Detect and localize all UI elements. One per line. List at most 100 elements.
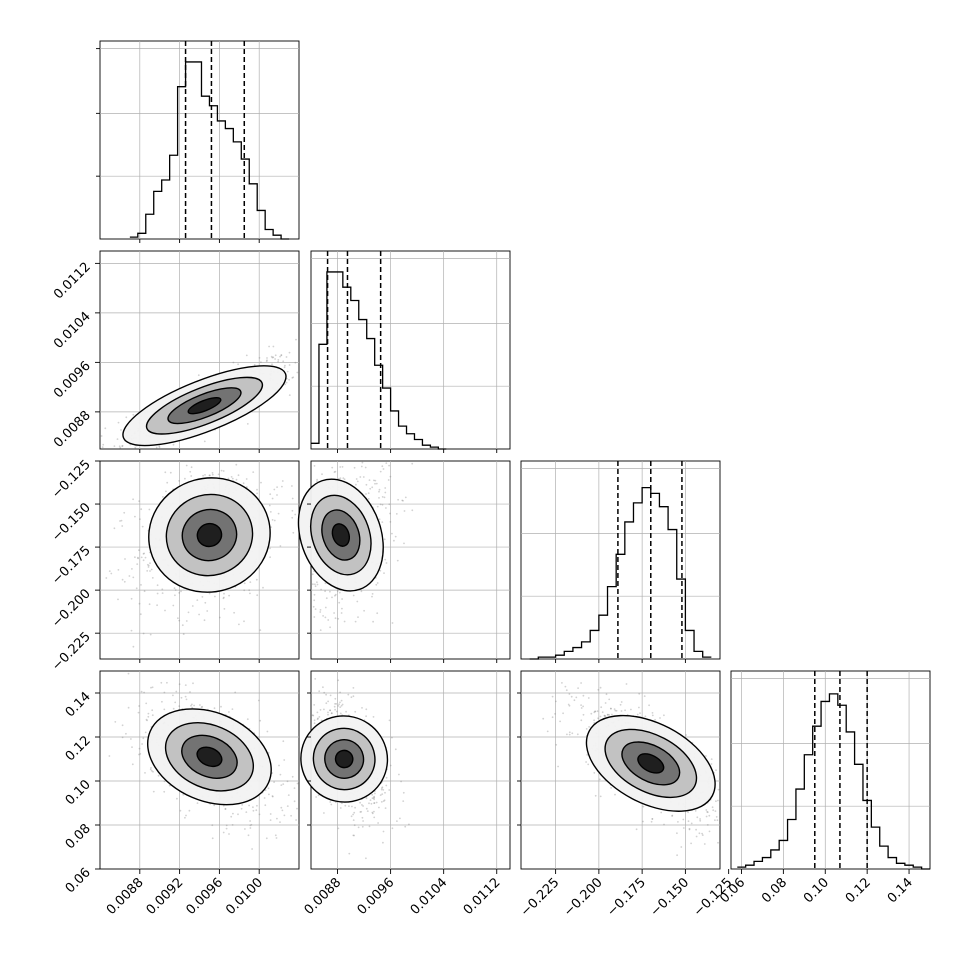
density-3-1-point	[353, 811, 356, 814]
density-2-1-point	[381, 503, 384, 506]
density-3-0-point	[269, 819, 272, 821]
density-2-1-point	[334, 594, 336, 597]
density-2-0-point	[294, 513, 297, 516]
density-2-0-point	[273, 519, 276, 522]
density-2-1-point	[388, 503, 391, 506]
density-3-1-point	[359, 811, 362, 813]
density-2-0-point	[214, 595, 216, 598]
density-3-1-point	[340, 704, 343, 707]
density-3-1-point	[329, 801, 332, 803]
density-1-0-point	[102, 443, 105, 446]
density-3-2-point	[699, 819, 702, 822]
density-2-0-point	[138, 602, 141, 605]
density-3-2-point	[663, 823, 665, 826]
density-3-0-point	[225, 824, 228, 827]
density-3-1-point	[402, 800, 405, 802]
density-2-1-point	[321, 473, 323, 476]
density-1-0-point	[117, 421, 120, 424]
density-2-1-point	[360, 590, 363, 593]
density-3-1-point	[345, 710, 347, 713]
density-3-2-point	[585, 728, 588, 730]
density-1-0-point	[245, 354, 248, 357]
density-2-0-point	[177, 617, 179, 620]
density-1-0-point	[277, 360, 279, 363]
density-3-2-point	[614, 793, 616, 796]
density-3-1-point	[357, 826, 360, 829]
density-2-1-point	[395, 513, 398, 515]
density-2-1-point	[312, 605, 315, 608]
density-3-0-point	[228, 833, 230, 835]
density-2-0-point	[196, 599, 199, 601]
density-3-1-point	[313, 704, 316, 706]
density-3-0-point	[108, 755, 111, 757]
density-2-0-point	[131, 568, 133, 570]
density-1-0-point	[132, 413, 135, 416]
density-1-0-frame	[99, 250, 300, 450]
xtick-label: 0.0112	[461, 875, 504, 918]
density-3-0-point	[144, 772, 146, 774]
density-3-2-point	[587, 697, 590, 699]
density-3-1-point	[382, 800, 385, 802]
density-3-1-point	[322, 686, 324, 689]
density-1-0-point	[288, 351, 291, 354]
density-1-0-point	[121, 445, 124, 448]
density-3-2-point	[542, 717, 545, 720]
density-1-0-point	[272, 356, 275, 359]
density-3-2-contour-3	[637, 753, 665, 774]
density-2-0-point	[132, 645, 135, 648]
density-3-0-point	[121, 724, 124, 727]
density-2-1-point	[336, 590, 339, 592]
density-3-2-point	[608, 714, 611, 716]
density-3-1-point	[340, 699, 343, 702]
density-3-0-point	[174, 701, 177, 704]
density-3-2-point	[561, 682, 563, 684]
density-2-1-point	[342, 477, 345, 479]
density-3-1-point	[337, 827, 340, 830]
density-2-1-point	[397, 498, 399, 501]
density-3-0-point	[222, 831, 225, 834]
density-3-1-point	[382, 841, 384, 844]
density-3-2-point	[715, 816, 718, 818]
density-3-2-point	[651, 818, 654, 820]
xtick-label: 0.08	[759, 875, 790, 906]
density-3-0-point	[293, 800, 296, 803]
hist-0-group	[96, 40, 300, 240]
density-3-0-point	[282, 783, 285, 785]
density-2-1-point	[353, 466, 356, 469]
density-3-1-point	[339, 712, 342, 715]
density-3-2-point	[715, 800, 717, 803]
density-3-1-point	[327, 700, 329, 703]
density-2-0-point	[165, 490, 167, 493]
density-2-1-point	[384, 491, 387, 494]
density-3-1-point	[373, 816, 376, 819]
density-3-0-point	[252, 809, 255, 812]
density-3-2-point	[562, 712, 564, 715]
density-3-2-point	[706, 811, 708, 813]
density-2-1-point	[352, 594, 355, 597]
density-2-1-point	[356, 600, 359, 603]
density-3-1-point	[391, 736, 393, 739]
density-3-0-point	[283, 814, 286, 817]
density-3-2-point	[568, 693, 571, 695]
density-3-2-point	[599, 686, 602, 689]
density-3-1-point	[365, 708, 368, 711]
density-2-0-point	[146, 563, 149, 566]
xtick-label: 0.0104	[408, 875, 451, 918]
density-2-0-point	[123, 511, 126, 514]
density-2-0-point	[134, 556, 136, 559]
density-3-0-point	[151, 714, 154, 717]
density-2-0-point	[256, 488, 258, 491]
density-2-0-point	[138, 549, 140, 552]
density-3-0-point	[211, 837, 214, 840]
density-1-0-point	[268, 345, 270, 348]
density-2-1-point	[338, 591, 341, 594]
density-2-0-point	[143, 552, 146, 555]
density-3-1-point	[352, 819, 355, 821]
density-3-1-point	[352, 687, 355, 689]
density-2-0-point	[144, 556, 147, 559]
density-3-0-point	[293, 787, 296, 789]
density-2-1-point	[404, 496, 407, 499]
density-2-0-point	[202, 474, 205, 477]
density-3-1-point	[329, 709, 331, 712]
